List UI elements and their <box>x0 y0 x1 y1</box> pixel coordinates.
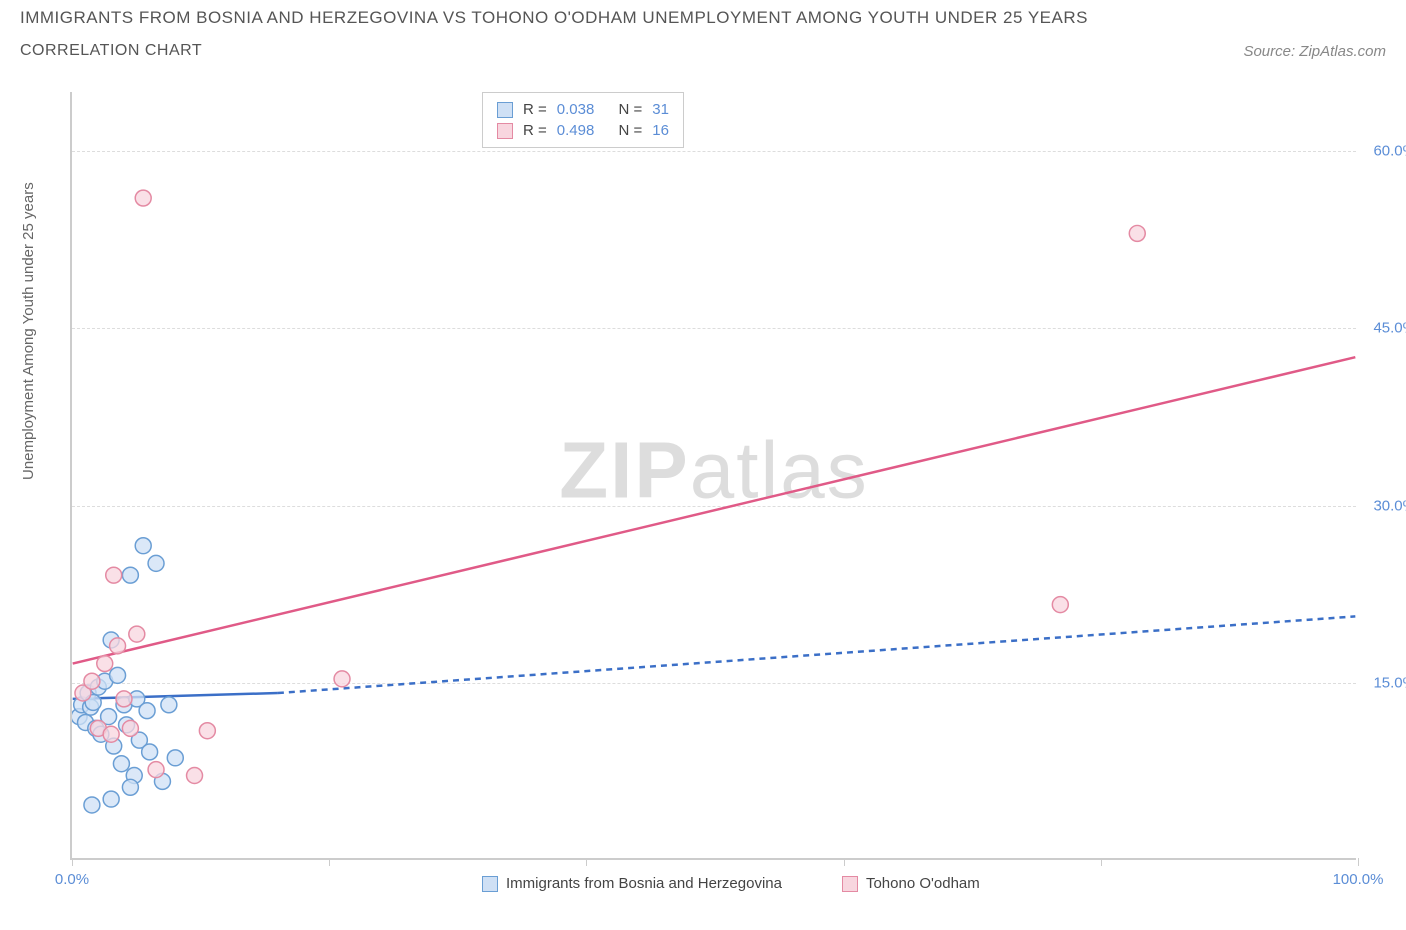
y-tick-label: 60.0% <box>1373 143 1406 160</box>
r-label-2: R = <box>523 122 547 139</box>
scatter-point <box>135 190 151 206</box>
scatter-point <box>103 726 119 742</box>
scatter-point <box>1052 597 1068 613</box>
scatter-point <box>106 567 122 583</box>
n-label-1: N = <box>618 101 642 118</box>
x-tick <box>586 858 587 866</box>
trendline-solid <box>73 357 1356 663</box>
stats-row-series1: R = 0.038 N = 31 <box>497 99 669 120</box>
chart-plot-area: ZIPatlas R = 0.038 N = 31 R = 0.498 N = … <box>70 92 1356 860</box>
legend-label-2: Tohono O'odham <box>866 875 980 892</box>
x-tick-label: 0.0% <box>55 871 89 888</box>
y-tick-label: 30.0% <box>1373 497 1406 514</box>
scatter-point <box>199 723 215 739</box>
scatter-svg <box>72 92 1356 858</box>
scatter-point <box>116 691 132 707</box>
scatter-point <box>139 703 155 719</box>
scatter-point <box>84 797 100 813</box>
stats-legend: R = 0.038 N = 31 R = 0.498 N = 16 <box>482 92 684 148</box>
x-tick <box>329 858 330 866</box>
swatch-series2 <box>497 123 513 139</box>
legend-label-1: Immigrants from Bosnia and Herzegovina <box>506 875 782 892</box>
y-tick-label: 15.0% <box>1373 674 1406 691</box>
n-label-2: N = <box>618 122 642 139</box>
scatter-point <box>167 750 183 766</box>
scatter-point <box>148 762 164 778</box>
chart-header: IMMIGRANTS FROM BOSNIA AND HERZEGOVINA V… <box>20 8 1386 60</box>
scatter-point <box>113 756 129 772</box>
source-attribution: Source: ZipAtlas.com <box>1243 43 1386 60</box>
subtitle-row: CORRELATION CHART Source: ZipAtlas.com <box>20 42 1386 60</box>
scatter-point <box>110 638 126 654</box>
scatter-point <box>142 744 158 760</box>
r-label-1: R = <box>523 101 547 118</box>
y-tick-label: 45.0% <box>1373 320 1406 337</box>
x-tick-label: 100.0% <box>1333 871 1384 888</box>
bottom-legend: Immigrants from Bosnia and Herzegovina T… <box>482 875 980 892</box>
scatter-point <box>122 720 138 736</box>
legend-swatch-2 <box>842 876 858 892</box>
legend-item-series1: Immigrants from Bosnia and Herzegovina <box>482 875 782 892</box>
scatter-point <box>103 791 119 807</box>
r-value-2: 0.498 <box>557 122 595 139</box>
x-tick <box>1101 858 1102 866</box>
scatter-point <box>187 768 203 784</box>
chart-title: IMMIGRANTS FROM BOSNIA AND HERZEGOVINA V… <box>20 8 1386 28</box>
x-tick <box>72 858 73 866</box>
y-axis-label: Unemployment Among Youth under 25 years <box>20 182 37 480</box>
scatter-point <box>135 538 151 554</box>
scatter-point <box>161 697 177 713</box>
legend-item-series2: Tohono O'odham <box>842 875 980 892</box>
r-value-1: 0.038 <box>557 101 595 118</box>
scatter-point <box>1129 225 1145 241</box>
scatter-point <box>97 656 113 672</box>
scatter-point <box>334 671 350 687</box>
stats-row-series2: R = 0.498 N = 16 <box>497 120 669 141</box>
chart-subtitle: CORRELATION CHART <box>20 42 202 60</box>
scatter-point <box>110 667 126 683</box>
swatch-series1 <box>497 102 513 118</box>
scatter-point <box>84 673 100 689</box>
n-value-1: 31 <box>652 101 669 118</box>
scatter-point <box>122 779 138 795</box>
trendline-dashed <box>278 616 1355 693</box>
n-value-2: 16 <box>652 122 669 139</box>
legend-swatch-1 <box>482 876 498 892</box>
x-tick <box>844 858 845 866</box>
x-tick <box>1358 858 1359 866</box>
scatter-point <box>122 567 138 583</box>
scatter-point <box>129 626 145 642</box>
scatter-point <box>148 555 164 571</box>
